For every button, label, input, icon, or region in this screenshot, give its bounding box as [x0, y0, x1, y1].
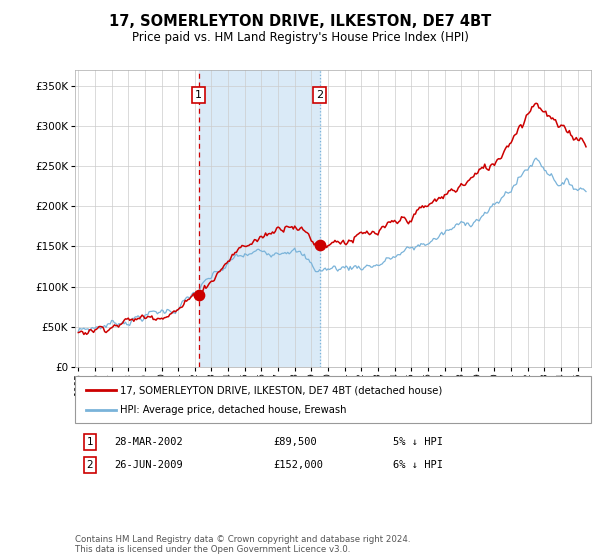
Bar [199, 70, 320, 367]
Text: 2: 2 [316, 90, 323, 100]
Text: 1: 1 [195, 90, 202, 100]
Text: 1: 1 [86, 437, 94, 447]
Text: 28-MAR-2002: 28-MAR-2002 [114, 437, 183, 447]
Point [315, 240, 325, 249]
Text: This data is licensed under the Open Government Licence v3.0.: This data is licensed under the Open Gov… [75, 545, 350, 554]
Text: 26-JUN-2009: 26-JUN-2009 [114, 460, 183, 470]
Text: 17, SOMERLEYTON DRIVE, ILKESTON, DE7 4BT (detached house): 17, SOMERLEYTON DRIVE, ILKESTON, DE7 4BT… [120, 385, 442, 395]
Text: Contains HM Land Registry data © Crown copyright and database right 2024.: Contains HM Land Registry data © Crown c… [75, 535, 410, 544]
Text: 2: 2 [86, 460, 94, 470]
Text: 6% ↓ HPI: 6% ↓ HPI [393, 460, 443, 470]
Text: 17, SOMERLEYTON DRIVE, ILKESTON, DE7 4BT: 17, SOMERLEYTON DRIVE, ILKESTON, DE7 4BT [109, 14, 491, 29]
Text: Price paid vs. HM Land Registry's House Price Index (HPI): Price paid vs. HM Land Registry's House … [131, 31, 469, 44]
Text: £89,500: £89,500 [273, 437, 317, 447]
Text: £152,000: £152,000 [273, 460, 323, 470]
Text: HPI: Average price, detached house, Erewash: HPI: Average price, detached house, Erew… [120, 405, 347, 415]
Point [194, 291, 203, 300]
Text: 5% ↓ HPI: 5% ↓ HPI [393, 437, 443, 447]
